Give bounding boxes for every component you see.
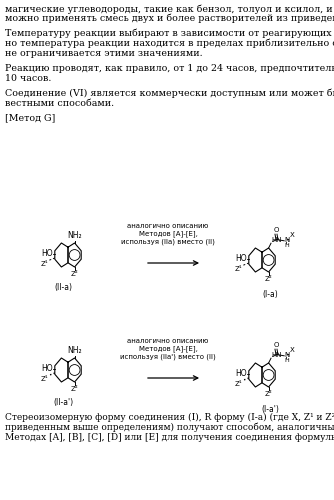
- Text: Z¹: Z¹: [234, 382, 242, 388]
- Text: аналогично описанию
Методов [A]-[E],
используя (IIa') вместо (II): аналогично описанию Методов [A]-[E], исп…: [120, 338, 216, 360]
- Text: O: O: [273, 342, 279, 348]
- Text: Z²: Z²: [265, 276, 273, 281]
- Text: HN: HN: [271, 352, 282, 358]
- Text: Z²: Z²: [71, 386, 78, 392]
- Text: приведенным выше определениям) получают способом, аналогичным описанному в: приведенным выше определениям) получают …: [5, 422, 334, 432]
- Text: [Метод G]: [Метод G]: [5, 114, 55, 123]
- Text: N: N: [285, 238, 290, 244]
- Text: Z¹: Z¹: [40, 262, 48, 268]
- Text: можно применять смесь двух и более растворителей из приведенного списка.: можно применять смесь двух и более раств…: [5, 14, 334, 24]
- Text: (II-a'): (II-a'): [53, 398, 73, 407]
- Text: H: H: [285, 243, 290, 248]
- Text: O: O: [273, 227, 279, 233]
- Text: (I-a'): (I-a'): [261, 405, 279, 414]
- Text: Соединение (VI) является коммерчески доступным или может быть получено из-: Соединение (VI) является коммерчески дос…: [5, 89, 334, 99]
- Text: Z²: Z²: [71, 270, 78, 276]
- Text: N: N: [285, 352, 290, 358]
- Text: NH₂: NH₂: [67, 231, 82, 240]
- Text: Методах [A], [B], [C], [D] или [E] для получения соединения формулы (I), использ: Методах [A], [B], [C], [D] или [E] для п…: [5, 433, 334, 442]
- Text: X: X: [290, 348, 294, 354]
- Text: 10 часов.: 10 часов.: [5, 74, 51, 82]
- Text: (I-a): (I-a): [262, 290, 278, 299]
- Text: HO: HO: [41, 364, 53, 374]
- Text: Температуру реакции выбирают в зависимости от реагирующих соединений. Обыч-: Температуру реакции выбирают в зависимос…: [5, 29, 334, 38]
- Text: Z²: Z²: [265, 390, 273, 396]
- Text: Стереоизомерную форму соединения (I), R форму (I-a) (где X, Z¹ и Z² соответствую: Стереоизомерную форму соединения (I), R …: [5, 414, 334, 422]
- Text: не ограничивается этими значениями.: не ограничивается этими значениями.: [5, 48, 203, 58]
- Text: HO: HO: [235, 254, 247, 264]
- Text: HO: HO: [235, 370, 247, 378]
- Text: Z¹: Z¹: [40, 376, 48, 382]
- Text: Реакцию проводят, как правило, от 1 до 24 часов, предпочтительно – от 30 минут д: Реакцию проводят, как правило, от 1 до 2…: [5, 64, 334, 73]
- Text: X: X: [290, 232, 294, 238]
- Text: (II-a): (II-a): [54, 283, 72, 292]
- Text: H: H: [285, 358, 290, 363]
- Text: Z¹: Z¹: [234, 266, 242, 272]
- Text: магические углеводороды, такие как бензол, толуол и ксилол, и другие. Как вариан: магические углеводороды, такие как бензо…: [5, 4, 334, 14]
- Text: HN: HN: [271, 236, 282, 242]
- Text: NH₂: NH₂: [67, 346, 82, 355]
- Text: аналогично описанию
Методов [A]-[E],
используя (IIa) вместо (II): аналогично описанию Методов [A]-[E], исп…: [121, 223, 215, 245]
- Text: но температура реакции находится в пределах приблизительно от 20°C до 50°C, но: но температура реакции находится в преде…: [5, 39, 334, 48]
- Text: HO: HO: [41, 250, 53, 258]
- Text: вестными способами.: вестными способами.: [5, 98, 114, 108]
